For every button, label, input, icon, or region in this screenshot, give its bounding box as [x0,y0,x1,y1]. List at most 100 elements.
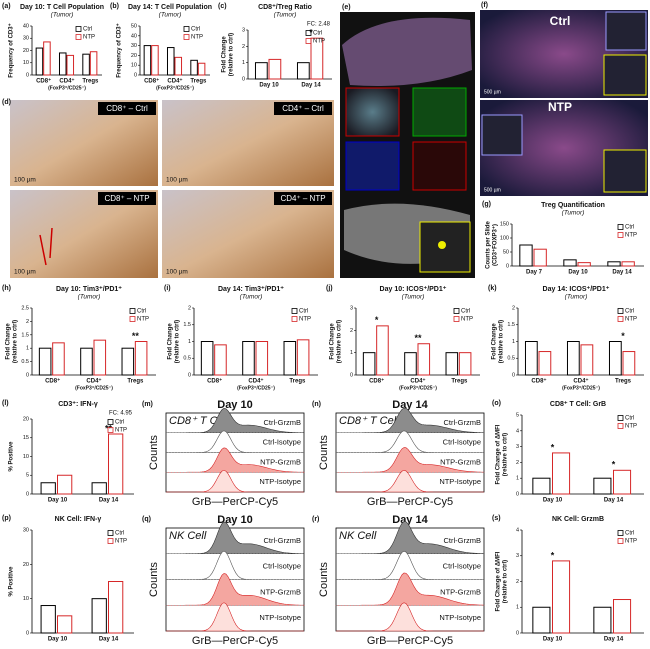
bar [593,477,612,495]
x-tick-label: CD4⁺ [167,78,182,85]
x-tick-label: CD8⁺ [207,378,222,385]
y-axis-label: % Positive [9,441,15,472]
x-tick-label: Day 14 [612,270,632,276]
panel-letter: (i) [164,285,171,292]
legend-swatch [183,34,190,40]
bar [57,474,73,495]
y-tick-label: 10 [131,63,137,69]
panel-letter: (l) [2,400,9,407]
image-label: CD8⁺ – Ctrl [106,104,148,113]
x-tick-label: CD8⁺ [144,78,159,85]
inset [605,11,647,51]
x-tick-label: Day 14 [99,498,119,504]
y-tick-label: 10 [23,454,29,460]
chart-title: Day 10: T Cell Population [20,4,104,11]
bar [214,344,227,376]
x-tick-label: Day 10 [48,498,68,504]
y-axis-label: Frequency of CD3⁺ [8,23,15,78]
y-axis-label: (relative to ctrl) [503,560,509,603]
x-tick-label: Tregs [190,79,207,85]
chart-title: Day 10: Tim3⁺/PD1⁺ [56,286,122,293]
y-axis-label: Counts [318,562,330,597]
category-note: (FoxP3⁺/CD25⁻) [156,85,194,91]
y-tick-label: 0 [516,630,519,636]
category-note: (FoxP3⁺/CD25⁻) [399,385,437,391]
y-tick-label: 20 [23,562,29,568]
y-tick-label: 10 [23,60,29,66]
category-note: (FoxP3⁺/CD25⁻) [48,85,86,91]
bar [538,351,552,376]
row-label: NTP-GrzmB [260,457,301,466]
y-tick-label: 2 [26,319,29,325]
y-axis-label: (relative to ctrl) [499,320,505,363]
bar [533,248,547,267]
y-tick-label: 10 [23,596,29,602]
chart-title: Day 14 [392,399,428,411]
inset [412,87,467,137]
x-tick-label: Day 14 [301,83,321,89]
bar [613,469,632,495]
row-label: Ctrl-Isotype [443,562,481,571]
inset [412,141,467,191]
histogram-ridge [166,573,305,606]
bar [622,351,636,376]
label-box [274,102,332,115]
bar [552,560,571,634]
legend-label: Ctrl [461,309,470,315]
panel-letter: (f) [481,2,488,9]
legend-swatch [107,538,114,544]
legend-label: Ctrl [83,27,92,33]
bar [296,62,310,80]
y-tick-label: 1.5 [183,322,191,328]
y-tick-label: 0.5 [21,359,29,365]
x-axis-label: GrB—PerCP-Cy5 [192,635,278,647]
legend-swatch [107,419,114,425]
y-axis-label: Counts [318,435,330,470]
y-tick-label: 1 [516,476,519,482]
x-axis-label: GrB—PerCP-Cy5 [367,496,453,508]
bar [40,605,56,634]
row-label: Ctrl-GrzmB [264,418,302,427]
row-label: Ctrl-Isotype [263,438,301,447]
y-tick-label: 0.5 [507,356,515,362]
y-axis-label: Fold Change [222,36,228,73]
panel-letter: (r) [312,516,319,523]
row-label: NTP-GrzmB [440,457,481,466]
legend-swatch [617,224,624,230]
y-tick-label: 30 [23,527,29,533]
legend-label: NTP [313,39,325,45]
bar [38,347,52,376]
legend-label: Ctrl [625,225,634,231]
annotation: FC: 4.95 [109,411,133,417]
panel-letter: (c) [218,3,227,10]
bar [197,62,206,76]
chart-subtitle: (Tumor) [159,12,182,19]
legend-label: NTP [191,35,203,41]
bar [532,477,551,495]
y-axis-label: % Positive [9,566,15,597]
legend-label: Ctrl [313,31,322,37]
bar [200,341,214,376]
legend-label: Ctrl [137,309,146,315]
legend-label: Ctrl [191,27,200,33]
x-tick-label: Day 14 [604,637,624,643]
legend-swatch [305,30,312,36]
category-note: (FoxP3⁺/CD25⁻) [562,385,600,391]
cell-label: NK Cell [339,530,377,542]
legend-label: NTP [461,317,473,323]
bar [121,347,135,376]
y-tick-label: 40 [23,23,29,29]
bar [376,325,389,376]
chart-title: CD3⁺: IFN-γ [58,401,98,408]
chart-title: Treg Quantification [541,202,605,209]
histogram-ridge [166,521,305,555]
legend-swatch [617,423,624,429]
bar [566,341,580,376]
y-tick-label: 2 [350,328,353,334]
legend-swatch [617,415,624,421]
bar [134,341,148,376]
x-tick-label: Tregs [451,379,468,385]
x-tick-label: Day 10 [259,83,279,89]
significance: * [621,331,625,341]
y-axis-label: Fold Change [168,323,174,360]
